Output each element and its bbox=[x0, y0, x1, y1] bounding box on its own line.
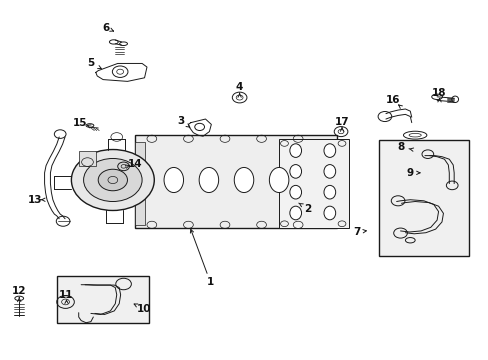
Text: 17: 17 bbox=[334, 117, 348, 127]
Ellipse shape bbox=[289, 144, 301, 157]
Ellipse shape bbox=[324, 144, 335, 157]
Bar bbox=[135, 135, 336, 228]
Bar bbox=[135, 142, 144, 225]
Circle shape bbox=[98, 169, 127, 191]
Text: 12: 12 bbox=[12, 286, 26, 296]
Text: 13: 13 bbox=[27, 195, 42, 205]
Bar bbox=[57, 276, 149, 323]
Text: 9: 9 bbox=[406, 168, 413, 178]
Ellipse shape bbox=[289, 206, 301, 220]
Text: 8: 8 bbox=[396, 142, 404, 152]
Text: 2: 2 bbox=[304, 204, 311, 214]
Text: 1: 1 bbox=[206, 277, 214, 287]
Ellipse shape bbox=[324, 165, 335, 178]
Bar bbox=[378, 140, 468, 256]
Circle shape bbox=[71, 149, 154, 211]
Ellipse shape bbox=[403, 131, 426, 139]
Bar bbox=[278, 139, 348, 228]
Text: 11: 11 bbox=[59, 290, 74, 300]
Text: 10: 10 bbox=[137, 304, 151, 314]
Ellipse shape bbox=[269, 167, 288, 193]
Text: 7: 7 bbox=[352, 227, 360, 237]
Ellipse shape bbox=[199, 167, 218, 193]
Ellipse shape bbox=[324, 206, 335, 220]
Ellipse shape bbox=[289, 165, 301, 178]
Text: 15: 15 bbox=[73, 118, 87, 128]
Text: 14: 14 bbox=[127, 159, 142, 169]
Ellipse shape bbox=[289, 185, 301, 199]
Text: 16: 16 bbox=[385, 95, 400, 105]
Text: 18: 18 bbox=[431, 88, 446, 98]
Circle shape bbox=[83, 158, 142, 202]
Text: 5: 5 bbox=[87, 58, 94, 68]
Ellipse shape bbox=[324, 185, 335, 199]
Text: 4: 4 bbox=[235, 82, 243, 92]
Ellipse shape bbox=[163, 167, 183, 193]
Text: 6: 6 bbox=[102, 23, 109, 33]
Text: 3: 3 bbox=[177, 116, 184, 126]
Ellipse shape bbox=[234, 167, 253, 193]
Bar bbox=[79, 151, 96, 166]
